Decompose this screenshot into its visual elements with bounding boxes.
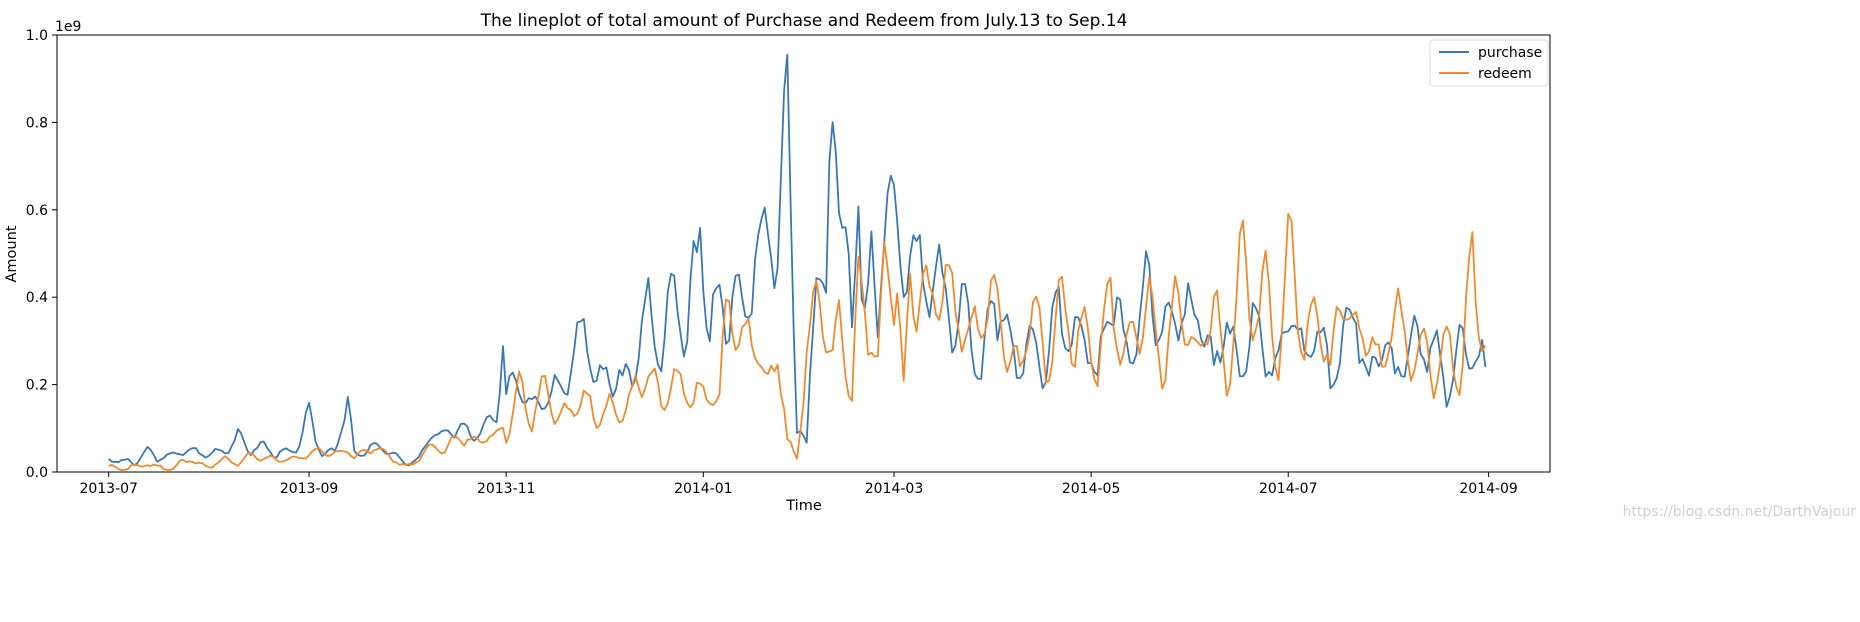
x-tick-label: 2013-09	[280, 481, 339, 497]
plot-area	[56, 34, 1551, 473]
chart-title: The lineplot of total amount of Purchase…	[480, 11, 1128, 31]
series-line-redeem	[108, 213, 1487, 472]
x-axis-label: Time	[785, 498, 822, 514]
legend: purchase redeem	[1429, 39, 1549, 87]
legend-label-redeem: redeem	[1478, 66, 1532, 82]
watermark-text: https://blog.csdn.net/DarthVajour	[1623, 504, 1857, 520]
y-tick-label: 0.6	[26, 203, 48, 219]
x-tick-label: 2014-03	[865, 481, 924, 497]
y-axis-label: Amount	[4, 225, 20, 282]
x-tick-label: 2013-11	[477, 481, 536, 497]
legend-label-purchase: purchase	[1478, 45, 1542, 61]
y-tick-label: 1.0	[26, 28, 48, 44]
x-tick-label: 2013-07	[79, 481, 138, 497]
y-offset-label: 1e9	[55, 19, 81, 35]
series-line-purchase	[108, 53, 1487, 467]
y-tick-label: 0.2	[26, 378, 48, 394]
y-tick-label: 0.0	[26, 465, 48, 481]
x-tick-label: 2014-05	[1062, 481, 1121, 497]
y-tick-label: 0.8	[26, 115, 48, 131]
plot-frame	[56, 34, 1551, 473]
x-tick-label: 2014-01	[674, 481, 733, 497]
y-tick-label: 0.4	[26, 290, 48, 306]
x-tick-label: 2014-07	[1259, 481, 1318, 497]
x-tick-label: 2014-09	[1459, 481, 1518, 497]
x-axis: 2013-07 2013-09 2013-11 2014-01 2014-03 2014-…	[79, 472, 1518, 497]
y-axis: 0.0 0.2 0.4 0.6 0.8 1.0	[26, 28, 57, 481]
